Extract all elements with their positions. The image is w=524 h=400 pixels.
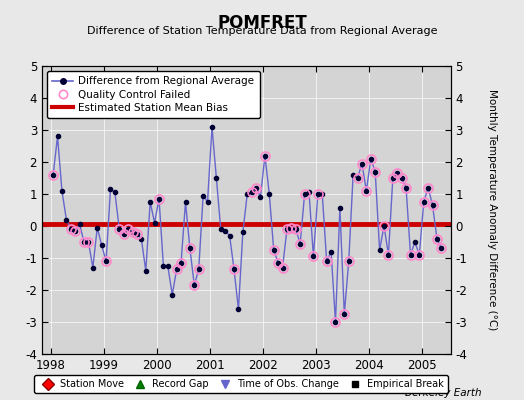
Text: Berkeley Earth: Berkeley Earth	[406, 388, 482, 398]
Text: POMFRET: POMFRET	[217, 14, 307, 32]
Legend: Difference from Regional Average, Quality Control Failed, Estimated Station Mean: Difference from Regional Average, Qualit…	[47, 71, 259, 118]
Y-axis label: Monthly Temperature Anomaly Difference (°C): Monthly Temperature Anomaly Difference (…	[487, 89, 497, 331]
Legend: Station Move, Record Gap, Time of Obs. Change, Empirical Break: Station Move, Record Gap, Time of Obs. C…	[34, 375, 448, 393]
Text: Difference of Station Temperature Data from Regional Average: Difference of Station Temperature Data f…	[87, 26, 437, 36]
